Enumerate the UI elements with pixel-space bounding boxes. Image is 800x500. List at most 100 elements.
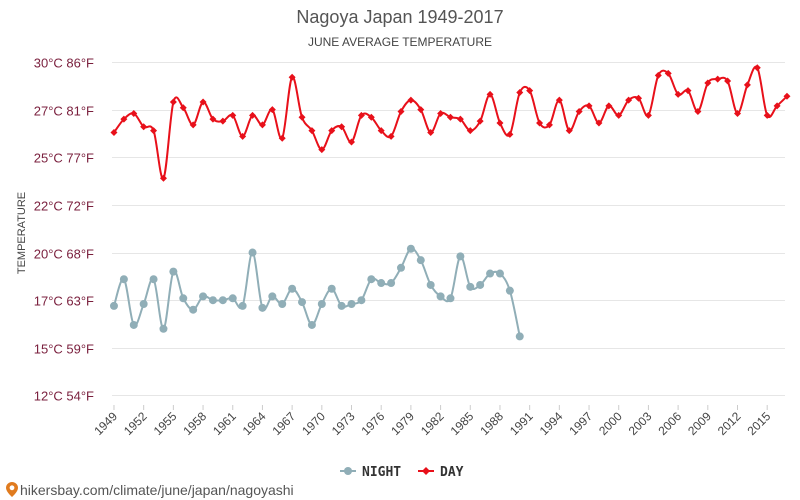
source-text[interactable]: hikersbay.com/climate/june/japan/nagoyas… <box>20 482 294 498</box>
data-point-day[interactable] <box>110 129 118 137</box>
data-point-day[interactable] <box>338 123 346 131</box>
data-point-day[interactable] <box>437 109 445 117</box>
data-point-day[interactable] <box>545 121 553 129</box>
data-point-day[interactable] <box>407 96 415 104</box>
data-point-night[interactable] <box>109 301 118 310</box>
data-point-day[interactable] <box>743 81 751 89</box>
data-point-day[interactable] <box>496 119 504 127</box>
data-point-night[interactable] <box>288 284 297 293</box>
data-point-night[interactable] <box>317 300 326 309</box>
data-point-night[interactable] <box>476 280 485 289</box>
data-point-day[interactable] <box>446 113 454 121</box>
data-point-night[interactable] <box>456 252 465 261</box>
data-point-night[interactable] <box>307 320 316 329</box>
data-point-day[interactable] <box>130 109 138 117</box>
data-point-night[interactable] <box>238 301 247 310</box>
data-point-day[interactable] <box>367 113 375 121</box>
data-point-day[interactable] <box>486 90 494 98</box>
data-point-day[interactable] <box>704 79 712 87</box>
data-point-day[interactable] <box>258 121 266 129</box>
data-point-day[interactable] <box>239 132 247 140</box>
data-point-day[interactable] <box>288 73 296 81</box>
data-point-night[interactable] <box>387 279 396 288</box>
data-point-day[interactable] <box>654 71 662 79</box>
data-point-night[interactable] <box>258 303 267 312</box>
data-point-day[interactable] <box>506 130 514 138</box>
data-point-night[interactable] <box>327 284 336 293</box>
data-point-day[interactable] <box>219 117 227 125</box>
data-point-day[interactable] <box>635 94 643 102</box>
data-point-night[interactable] <box>268 292 277 301</box>
data-point-night[interactable] <box>396 263 405 272</box>
data-point-day[interactable] <box>387 132 395 140</box>
data-point-night[interactable] <box>218 296 227 305</box>
data-point-night[interactable] <box>495 269 504 278</box>
data-point-day[interactable] <box>694 108 702 116</box>
data-point-night[interactable] <box>139 300 148 309</box>
data-point-day[interactable] <box>249 111 257 119</box>
data-point-day[interactable] <box>199 98 207 106</box>
data-point-day[interactable] <box>328 127 336 135</box>
data-point-day[interactable] <box>536 119 544 127</box>
legend[interactable]: NIGHT DAY <box>340 465 464 480</box>
data-point-night[interactable] <box>248 248 257 257</box>
data-point-night[interactable] <box>486 269 495 278</box>
data-point-day[interactable] <box>318 146 326 154</box>
data-point-day[interactable] <box>298 113 306 121</box>
data-point-day[interactable] <box>278 134 286 142</box>
data-point-day[interactable] <box>456 115 464 123</box>
data-point-day[interactable] <box>753 64 761 72</box>
data-point-day[interactable] <box>575 108 583 116</box>
data-point-night[interactable] <box>208 296 217 305</box>
data-point-night[interactable] <box>129 320 138 329</box>
data-point-night[interactable] <box>357 296 366 305</box>
data-point-day[interactable] <box>357 111 365 119</box>
data-point-day[interactable] <box>159 174 167 182</box>
data-point-night[interactable] <box>347 300 356 309</box>
data-point-night[interactable] <box>169 267 178 276</box>
data-point-day[interactable] <box>763 111 771 119</box>
data-point-day[interactable] <box>585 102 593 110</box>
source-link[interactable]: hikersbay.com/climate/june/japan/nagoyas… <box>6 482 294 498</box>
data-point-day[interactable] <box>595 119 603 127</box>
data-point-night[interactable] <box>159 324 168 333</box>
data-point-day[interactable] <box>724 77 732 85</box>
data-point-day[interactable] <box>664 69 672 77</box>
data-point-day[interactable] <box>516 88 524 96</box>
data-point-day[interactable] <box>605 102 613 110</box>
data-point-day[interactable] <box>427 129 435 137</box>
data-point-day[interactable] <box>397 108 405 116</box>
data-point-day[interactable] <box>268 106 276 114</box>
data-point-night[interactable] <box>377 279 386 288</box>
data-point-night[interactable] <box>446 294 455 303</box>
data-point-day[interactable] <box>773 102 781 110</box>
data-point-day[interactable] <box>615 111 623 119</box>
data-point-day[interactable] <box>229 111 237 119</box>
data-point-day[interactable] <box>674 90 682 98</box>
data-point-day[interactable] <box>684 87 692 95</box>
data-point-night[interactable] <box>416 256 425 265</box>
data-point-night[interactable] <box>505 286 514 295</box>
data-point-day[interactable] <box>644 111 652 119</box>
data-point-day[interactable] <box>308 127 316 135</box>
data-point-day[interactable] <box>783 92 791 100</box>
data-point-night[interactable] <box>406 244 415 253</box>
data-point-night[interactable] <box>466 282 475 291</box>
data-point-night[interactable] <box>179 294 188 303</box>
data-point-night[interactable] <box>337 301 346 310</box>
data-point-day[interactable] <box>476 117 484 125</box>
data-point-night[interactable] <box>189 305 198 314</box>
legend-item-night[interactable]: NIGHT <box>340 465 401 480</box>
data-point-day[interactable] <box>555 96 563 104</box>
data-point-day[interactable] <box>466 127 474 135</box>
data-point-night[interactable] <box>515 332 524 341</box>
data-point-day[interactable] <box>348 138 356 146</box>
data-point-night[interactable] <box>298 298 307 307</box>
data-point-day[interactable] <box>625 96 633 104</box>
data-point-day[interactable] <box>150 127 158 135</box>
data-point-day[interactable] <box>189 121 197 129</box>
legend-item-day[interactable]: DAY <box>418 465 464 480</box>
data-point-day[interactable] <box>565 127 573 135</box>
data-point-night[interactable] <box>199 292 208 301</box>
data-point-night[interactable] <box>426 280 435 289</box>
